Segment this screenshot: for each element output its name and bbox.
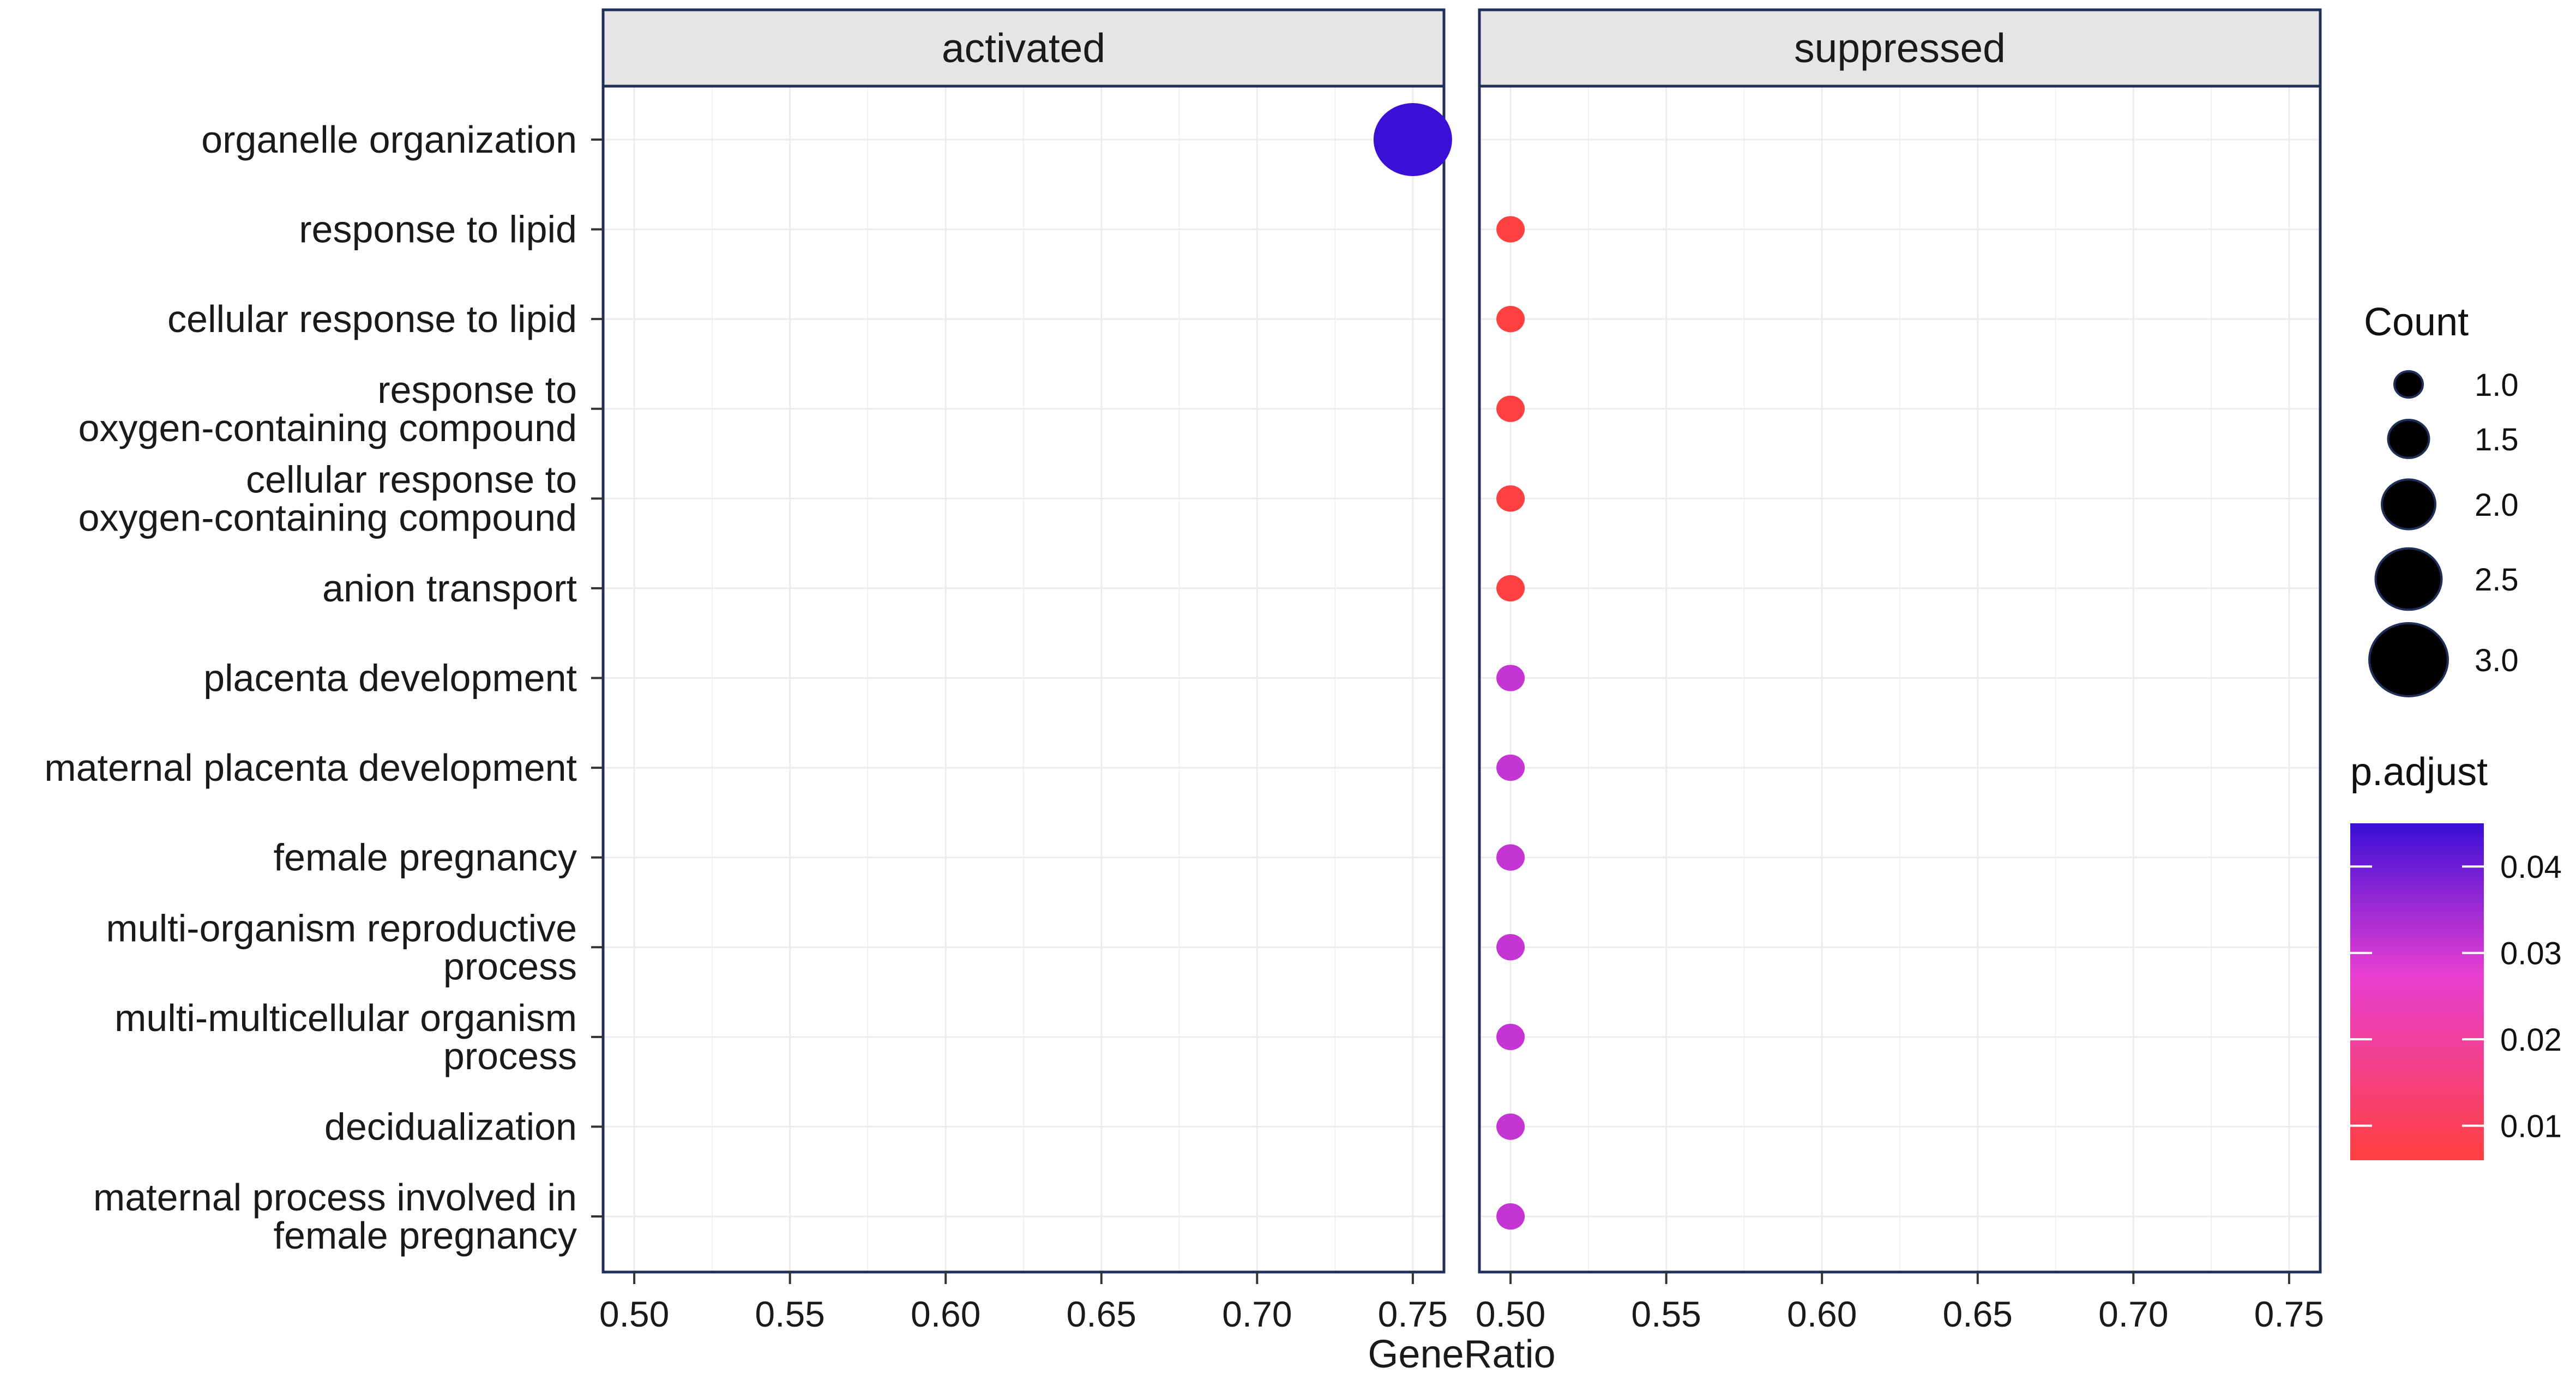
x-tick-label: 0.70 [1222,1294,1292,1334]
y-tick-label-line: response to lipid [299,208,577,251]
y-tick-label-line: multi-multicellular organism [115,997,577,1039]
size-legend-label: 1.0 [2475,367,2519,403]
y-tick-label: cellular response to lipid [167,298,577,340]
y-tick-label: anion transport [322,567,577,610]
y-tick-label-line: decidualization [324,1105,577,1148]
dot-suppressed-7 [1496,754,1525,781]
dot-suppressed-3 [1496,395,1525,422]
y-tick-label-line: female pregnancy [274,1214,577,1257]
y-tick-label-line: organelle organization [201,118,577,161]
y-tick-label: multi-organism reproductive process [106,907,577,987]
y-tick-label: cellular response to oxygen-containing co… [78,458,577,539]
dot-suppressed-5 [1496,575,1525,602]
facet-strip [601,8,1446,88]
dot-suppressed-2 [1496,305,1525,333]
dot-activated-0 [1373,103,1452,176]
size-legend-title: Count [2364,300,2469,344]
panel-border [1478,85,2322,1274]
color-legend-bar [2350,823,2484,1160]
dot-suppressed-10 [1496,1023,1525,1051]
color-legend-title: p.adjust [2350,750,2488,794]
y-tick-label: female pregnancy [274,836,577,879]
y-tick-label-line: placenta development [203,657,577,700]
y-tick-label: placenta development [203,657,577,700]
y-tick-label-line: response to [377,369,577,411]
size-legend-key [2368,622,2449,697]
size-legend-label: 2.0 [2475,487,2519,523]
size-legend-key [2387,419,2430,459]
x-tick-label: 0.75 [2254,1294,2324,1334]
facet-panel-suppressed: suppressed [1478,8,2322,1274]
facet-strip [1478,8,2322,88]
y-tick-label-line: cellular response to [246,458,577,501]
facet-panel-activated: activated [601,8,1446,1274]
x-tick-label: 0.55 [755,1294,824,1334]
y-tick-label: maternal process involved in female pregn… [93,1176,577,1257]
y-tick-label: response to oxygen-containing compound [78,369,577,449]
color-legend-label: 0.02 [2500,1022,2562,1058]
x-axis-title: GeneRatio [1368,1333,1555,1376]
size-legend-label: 1.5 [2475,422,2519,457]
facet-label-activated: activated [942,25,1105,71]
dot-suppressed-6 [1496,665,1525,691]
y-tick-label-line: oxygen-containing compound [78,496,577,539]
y-tick-label-line: process [443,1035,577,1077]
color-legend-label: 0.04 [2500,849,2562,885]
y-tick-label-line: maternal process involved in [93,1176,577,1219]
y-tick-label-line: cellular response to lipid [167,298,577,340]
x-tick-label: 0.70 [2098,1294,2168,1334]
color-legend-label: 0.01 [2500,1109,2562,1144]
y-tick-label-line: multi-organism reproductive [106,907,577,949]
x-tick-label: 0.60 [911,1294,980,1334]
x-tick-label: 0.75 [1378,1294,1448,1334]
x-tick-label: 0.50 [599,1294,669,1334]
dot-suppressed-12 [1496,1203,1525,1230]
x-tick-label: 0.60 [1787,1294,1857,1334]
dot-suppressed-8 [1496,844,1525,871]
y-tick-label: decidualization [324,1105,577,1148]
y-tick-label-line: female pregnancy [274,836,577,879]
y-tick-label: organelle organization [201,118,577,161]
x-tick-label: 0.65 [1067,1294,1136,1334]
size-legend-label: 2.5 [2475,562,2519,598]
facet-label-suppressed: suppressed [1794,25,2006,71]
y-tick-label: multi-multicellular organism process [115,997,577,1077]
y-tick-label-line: anion transport [322,567,577,610]
x-tick-label: 0.50 [1476,1294,1545,1334]
x-tick-label: 0.65 [1943,1294,2013,1334]
y-tick-label: response to lipid [299,208,577,251]
color-legend-label: 0.03 [2500,936,2562,972]
dot-suppressed-9 [1496,934,1525,961]
y-tick-label-line: oxygen-containing compound [78,407,577,449]
size-legend-key [2393,370,2424,399]
dot-suppressed-1 [1496,216,1525,243]
dot-suppressed-11 [1496,1113,1525,1140]
y-tick-label-line: process [443,945,577,987]
dot-suppressed-4 [1496,485,1525,512]
size-legend-label: 3.0 [2475,643,2519,678]
x-tick-label: 0.55 [1631,1294,1701,1334]
y-tick-label: maternal placenta development [44,746,577,789]
y-tick-label-line: maternal placenta development [44,746,577,789]
size-legend-key [2374,547,2443,611]
size-legend-key [2381,478,2436,531]
